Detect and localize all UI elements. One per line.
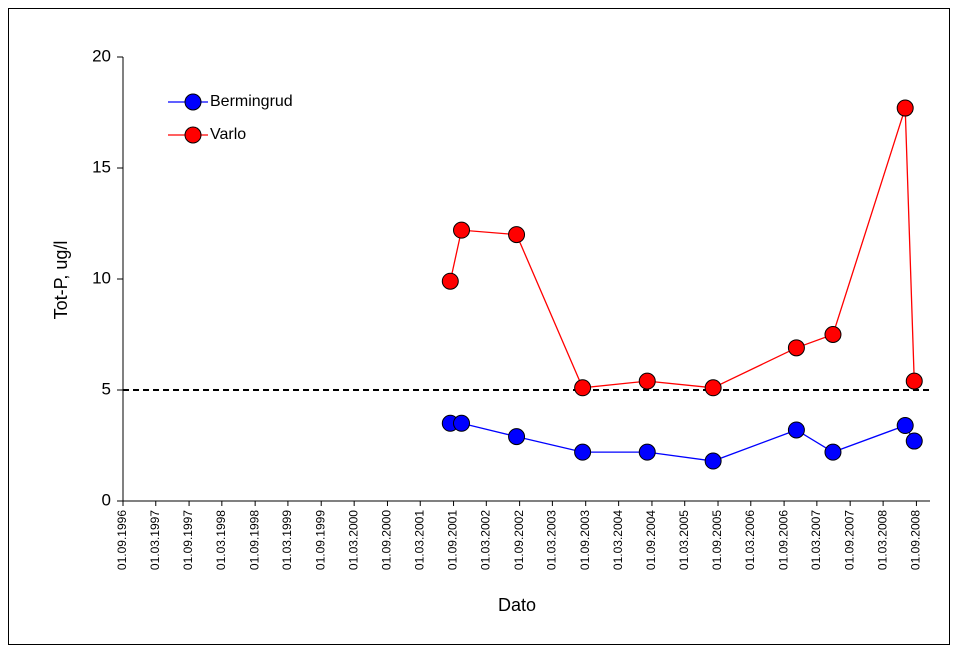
data-point <box>453 221 471 239</box>
x-tick-label: 01.03.2002 <box>478 510 492 570</box>
data-point <box>905 372 923 390</box>
x-tick-label: 01.09.2005 <box>710 510 724 570</box>
data-point <box>704 452 722 470</box>
x-tick-label: 01.09.1997 <box>181 510 195 570</box>
y-tick-label: 15 <box>92 157 111 176</box>
x-tick-label: 01.03.2004 <box>611 510 625 570</box>
chart-frame <box>8 8 950 645</box>
legend-marker <box>184 93 202 111</box>
x-tick-label: 01.03.1999 <box>280 510 294 570</box>
data-point <box>787 339 805 357</box>
x-tick-label: 01.03.2000 <box>346 510 360 570</box>
x-tick-label: 01.09.2004 <box>644 510 658 570</box>
data-point <box>574 379 592 397</box>
x-tick-label: 01.03.2006 <box>743 510 757 570</box>
data-point <box>508 428 526 446</box>
y-axis-title: Tot-P, ug/l <box>51 241 71 320</box>
y-tick-label: 0 <box>102 490 111 509</box>
legend-label: Varlo <box>210 126 246 143</box>
data-point <box>574 443 592 461</box>
x-tick-label: 01.03.1997 <box>148 510 162 570</box>
y-tick-label: 20 <box>92 46 111 65</box>
x-tick-label: 01.09.2008 <box>909 510 923 570</box>
series-line <box>449 107 915 389</box>
data-point <box>896 417 914 435</box>
data-point <box>896 99 914 117</box>
data-point <box>638 372 656 390</box>
data-point <box>787 421 805 439</box>
data-point <box>704 379 722 397</box>
data-point <box>441 272 459 290</box>
data-point <box>905 432 923 450</box>
x-tick-label: 01.09.2000 <box>380 510 394 570</box>
legend-label: Bermingrud <box>210 93 293 110</box>
x-tick-label: 01.09.1999 <box>313 510 327 570</box>
x-tick-label: 01.09.1996 <box>115 510 129 570</box>
x-tick-label: 01.03.2007 <box>809 510 823 570</box>
x-tick-label: 01.09.2002 <box>512 510 526 570</box>
x-tick-label: 01.09.1998 <box>247 510 261 570</box>
data-point <box>824 326 842 343</box>
y-tick-label: 10 <box>92 268 111 287</box>
legend-marker <box>184 126 202 144</box>
data-point <box>508 226 526 244</box>
data-point <box>824 443 842 461</box>
x-tick-label: 01.09.2006 <box>776 510 790 570</box>
x-tick-label: 01.03.2008 <box>875 510 889 570</box>
data-point <box>453 414 471 432</box>
y-tick-label: 5 <box>102 379 111 398</box>
x-tick-label: 01.03.2003 <box>545 510 559 570</box>
x-axis-title: Dato <box>498 595 536 615</box>
x-tick-label: 01.03.2005 <box>677 510 691 570</box>
x-tick-label: 01.09.2003 <box>578 510 592 570</box>
x-tick-label: 01.03.1998 <box>214 510 228 570</box>
x-tick-label: 01.09.2007 <box>842 510 856 570</box>
data-point <box>638 443 656 461</box>
x-tick-label: 01.09.2001 <box>446 510 460 570</box>
series-line <box>450 422 915 462</box>
x-tick-label: 01.03.2001 <box>412 510 426 570</box>
